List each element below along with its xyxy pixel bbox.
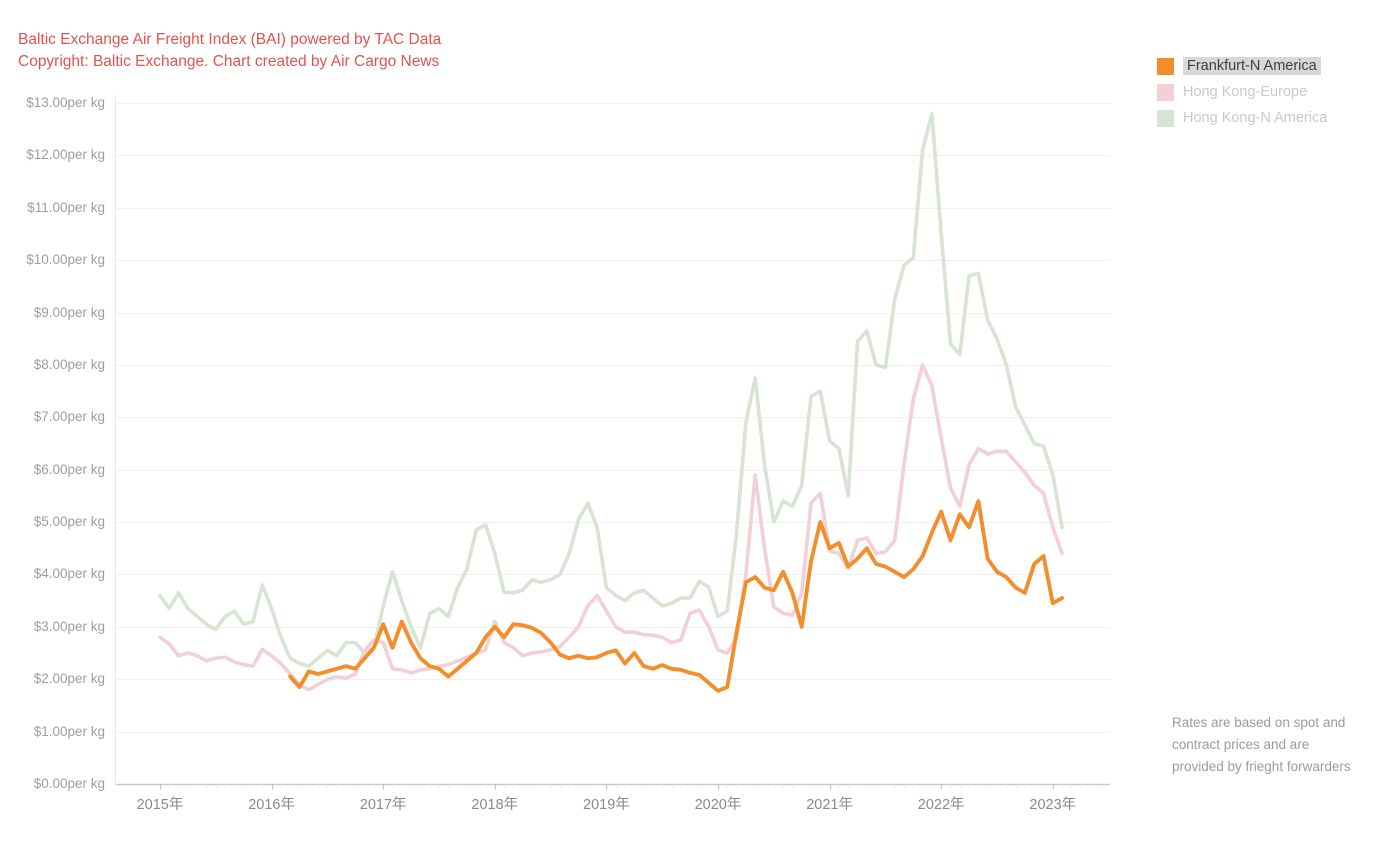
legend-swatch-icon xyxy=(1157,109,1174,127)
y-axis-label: $8.00per kg xyxy=(33,356,105,372)
legend-swatch-icon xyxy=(1157,57,1174,75)
series-line-hong-kong-n-america[interactable] xyxy=(158,111,1064,668)
y-axis-label: $4.00per kg xyxy=(33,566,105,582)
y-axis-label: $7.00per kg xyxy=(33,409,105,425)
x-axis-label: 2019年 xyxy=(583,797,630,813)
x-axis-label: 2015年 xyxy=(136,797,184,813)
legend-item-hong-kong-n-america[interactable]: Hong Kong-N America xyxy=(1157,109,1327,127)
x-axis-label: 2022年 xyxy=(917,797,965,813)
x-axis-label: 2023年 xyxy=(1029,797,1077,813)
y-axis-label: $11.00per kg xyxy=(27,199,105,215)
legend-swatch-icon xyxy=(1157,83,1174,101)
legend-item-frankfurt-n-america[interactable]: Frankfurt-N America xyxy=(1157,57,1327,75)
y-axis-label: $3.00per kg xyxy=(33,618,105,634)
series-line-frankfurt-n-america[interactable] xyxy=(288,499,1065,693)
y-axis-label: $10.00per kg xyxy=(26,252,105,268)
x-axis-label: 2021年 xyxy=(806,797,853,813)
y-axis-label: $9.00per kg xyxy=(33,304,105,320)
y-axis-label: $12.00per kg xyxy=(26,147,105,163)
footnote: Rates are based on spot and contract pri… xyxy=(1172,715,1351,774)
y-axis-label: $2.00per kg xyxy=(33,671,105,687)
legend-label: Hong Kong-N America xyxy=(1183,110,1328,126)
chart-title-line2: Copyright: Baltic Exchange. Chart create… xyxy=(18,53,440,70)
series-line-hong-kong-europe[interactable] xyxy=(158,363,1064,692)
y-axis-label: $1.00per kg xyxy=(33,723,105,739)
x-axis-label: 2017年 xyxy=(359,797,407,813)
x-axis-label: 2016年 xyxy=(248,797,295,813)
y-axis-label: $6.00per kg xyxy=(33,461,105,477)
chart-title: Baltic Exchange Air Freight Index (BAI) … xyxy=(18,29,441,73)
x-axis-label: 2020年 xyxy=(694,797,742,813)
x-axis-label: 2018年 xyxy=(471,797,519,813)
legend-label: Frankfurt-N America xyxy=(1183,57,1321,75)
legend-label: Hong Kong-Europe xyxy=(1183,84,1308,100)
legend: Frankfurt-N America Hong Kong-Europe Hon… xyxy=(1157,57,1327,135)
chart-title-line1: Baltic Exchange Air Freight Index (BAI) … xyxy=(18,31,442,48)
y-axis-label: $13.00per kg xyxy=(26,94,105,110)
legend-item-hong-kong-europe[interactable]: Hong Kong-Europe xyxy=(1157,83,1327,101)
y-axis-label: $0.00per kg xyxy=(33,776,105,791)
y-axis-label: $5.00per kg xyxy=(33,514,105,530)
